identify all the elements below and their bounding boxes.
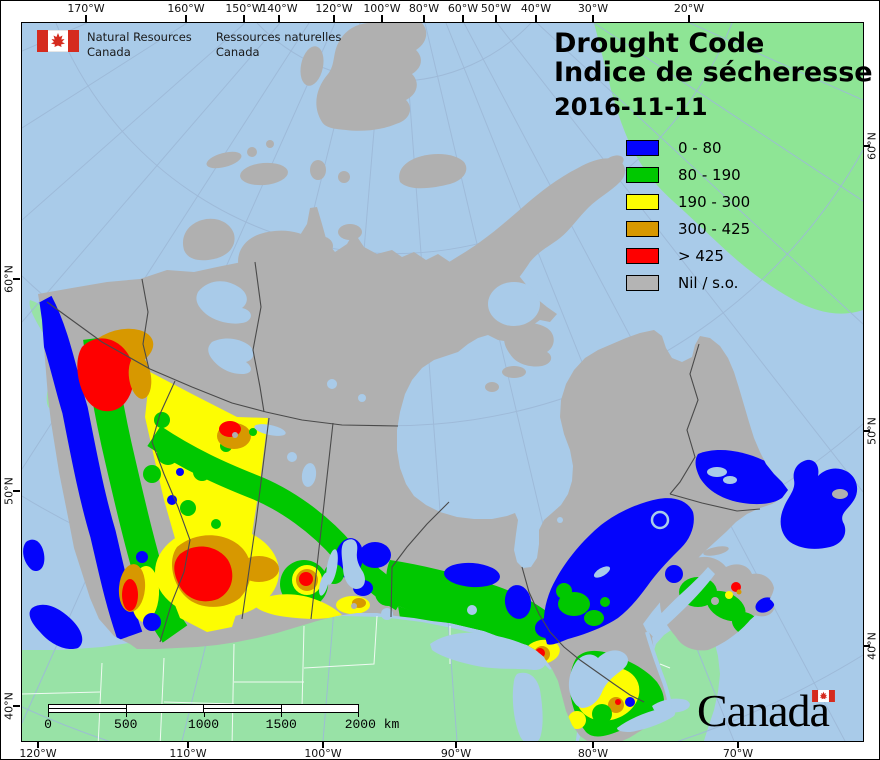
axis-tick xyxy=(592,15,594,22)
scale-bar-graphic xyxy=(48,704,359,713)
axis-tick xyxy=(85,15,87,22)
axis-label: 80°W xyxy=(408,2,440,15)
axis-tick xyxy=(863,430,870,432)
axis-tick xyxy=(863,645,870,647)
axis-tick xyxy=(495,15,497,22)
axis-tick xyxy=(13,490,20,492)
axis-label: 50°W xyxy=(480,2,512,15)
signature-en-line1: Natural Resources xyxy=(87,30,192,44)
lakes xyxy=(196,281,737,741)
scale-tick xyxy=(48,713,49,717)
axis-tick xyxy=(243,15,245,22)
scale-bar: 0 500 1000 1500 2000 km xyxy=(44,704,399,732)
axis-label: 40°W xyxy=(520,2,552,15)
scale-tick xyxy=(125,713,127,717)
province-borders xyxy=(46,261,761,703)
signature-en-line2: Canada xyxy=(87,45,131,60)
axis-label: 30°W xyxy=(577,2,609,15)
legend-label: 80 - 190 xyxy=(678,165,741,184)
legend-swatch-icon xyxy=(626,274,659,291)
axis-label: 60°N xyxy=(2,265,16,293)
axis-tick xyxy=(13,278,20,280)
axis-label: 60°W xyxy=(447,2,479,15)
axis-tick xyxy=(185,15,187,22)
axis-label: 50°N xyxy=(2,477,16,505)
axis-tick xyxy=(863,145,870,147)
axis-tick xyxy=(737,741,739,748)
legend-label: 190 - 300 xyxy=(678,192,751,211)
axis-tick xyxy=(278,15,280,22)
axis-label: 170°W xyxy=(67,2,105,15)
axis-tick xyxy=(688,15,690,22)
signature-fr-line1: Ressources naturelles xyxy=(215,30,342,44)
axis-tick xyxy=(187,741,189,748)
axis-label: 40°N xyxy=(2,692,16,720)
canada-drought-map xyxy=(21,22,864,742)
axis-label: 20°W xyxy=(673,2,705,15)
axis-tick xyxy=(37,741,39,748)
axis-label: 50°N xyxy=(865,417,879,445)
legend-label: Nil / s.o. xyxy=(678,273,739,292)
legend-swatch-icon xyxy=(626,166,659,183)
legend-row: > 425 xyxy=(626,242,750,269)
axis-tick xyxy=(592,741,594,748)
signature-fr-line2: Canada xyxy=(215,45,260,60)
axis-tick xyxy=(322,741,324,748)
map-title-fr: Indice de sécheresse xyxy=(554,57,873,89)
axis-label: 140°W xyxy=(260,2,298,15)
axis-label: 100°W xyxy=(363,2,401,15)
legend-label: > 425 xyxy=(678,246,724,265)
map-title-block: Drought Code Indice de sécheresse 2016-1… xyxy=(554,29,873,121)
legend-swatch-icon xyxy=(626,247,659,264)
legend-row: 300 - 425 xyxy=(626,215,750,242)
canada-flag-icon xyxy=(37,30,79,52)
axis-label: 100°W xyxy=(304,747,342,760)
legend-swatch-icon xyxy=(626,139,659,156)
axis-label: 60°N xyxy=(865,132,879,160)
scale-label: 0 xyxy=(44,717,52,732)
axis-label: 90°W xyxy=(440,747,472,760)
axis-label: 120°W xyxy=(19,747,57,760)
axis-tick xyxy=(13,705,20,707)
axis-tick xyxy=(455,741,457,748)
map-title-en: Drought Code xyxy=(554,28,765,59)
legend-row: 190 - 300 xyxy=(626,188,750,215)
legend-swatch-icon xyxy=(626,193,659,210)
axis-tick xyxy=(333,15,335,22)
scale-label: 1500 xyxy=(265,717,297,732)
scale-label: 500 xyxy=(114,717,138,732)
canada-wordmark: Canada xyxy=(697,684,835,737)
legend-label: 300 - 425 xyxy=(678,219,751,238)
wordmark-flag-icon xyxy=(811,690,835,702)
legend-row: 0 - 80 xyxy=(626,134,750,161)
canada-land xyxy=(23,23,858,741)
scale-end-label: 2000 km xyxy=(344,717,400,732)
legend-swatch-icon xyxy=(626,220,659,237)
axis-label: 150°W xyxy=(225,2,263,15)
wordmark-text: Canada xyxy=(697,685,830,736)
axis-tick xyxy=(462,15,464,22)
legend: 0 - 80 80 - 190 190 - 300 300 - 425 > 425 Nil… xyxy=(626,134,750,296)
legend-label: 0 - 80 xyxy=(678,138,722,157)
scale-tick xyxy=(281,713,283,717)
axis-tick xyxy=(535,15,537,22)
axis-label: 70°W xyxy=(722,747,754,760)
legend-row: 80 - 190 xyxy=(626,161,750,188)
axis-label: 40°N xyxy=(865,632,879,660)
axis-tick xyxy=(381,15,383,22)
map-date: 2016-11-11 xyxy=(554,93,708,122)
greenland xyxy=(472,23,863,314)
legend-row: Nil / s.o. xyxy=(626,269,750,296)
axis-tick xyxy=(423,15,425,22)
axis-label: 110°W xyxy=(169,747,207,760)
axis-label: 80°W xyxy=(577,747,609,760)
axis-label: 160°W xyxy=(167,2,205,15)
scale-tick xyxy=(203,713,205,717)
scale-label: 1000 xyxy=(187,717,220,732)
nrcan-signature: Natural Resources Canada Ressources natu… xyxy=(37,30,341,60)
axis-label: 120°W xyxy=(315,2,353,15)
scale-tick xyxy=(358,713,359,717)
newfoundland xyxy=(780,459,858,549)
